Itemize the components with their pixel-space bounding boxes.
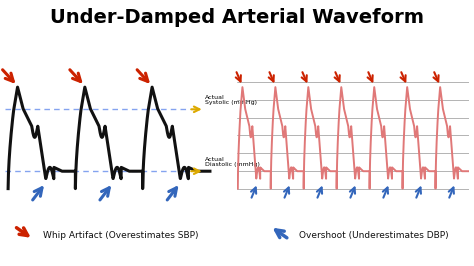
Text: Under-Damped Arterial Waveform: Under-Damped Arterial Waveform <box>50 8 424 27</box>
Text: Overshoot (Underestimates DBP): Overshoot (Underestimates DBP) <box>299 231 448 240</box>
Text: Actual
Systolic (mmHg): Actual Systolic (mmHg) <box>205 95 257 105</box>
Text: Actual
Diastolic (mmHg): Actual Diastolic (mmHg) <box>205 156 260 167</box>
Text: Whip Artifact (Overestimates SBP): Whip Artifact (Overestimates SBP) <box>43 231 198 240</box>
